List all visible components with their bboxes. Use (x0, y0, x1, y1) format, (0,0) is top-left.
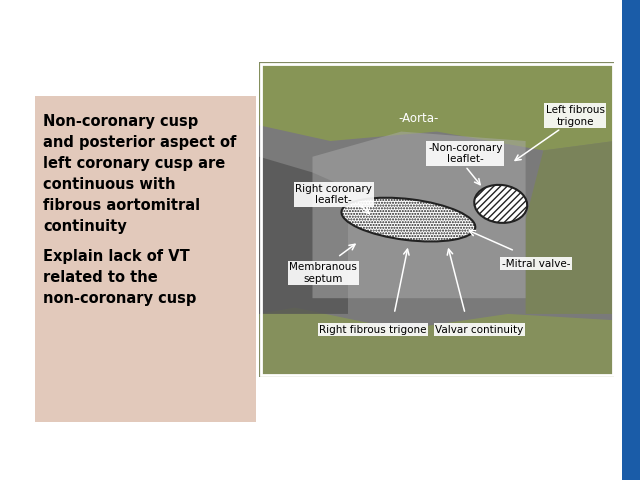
Text: -Non-coronary
leaflet-: -Non-coronary leaflet- (428, 143, 502, 164)
Polygon shape (259, 308, 614, 377)
Polygon shape (312, 132, 525, 298)
Text: Membranous
septum: Membranous septum (289, 262, 357, 284)
Text: Right coronary
leaflet-: Right coronary leaflet- (295, 184, 372, 205)
Bar (35, 96, 256, 422)
Bar (622, 0, 640, 480)
Text: Valvar continuity: Valvar continuity (435, 324, 524, 335)
Text: Right fibrous trigone: Right fibrous trigone (319, 324, 427, 335)
Ellipse shape (474, 185, 527, 223)
Polygon shape (259, 62, 614, 150)
Text: -Mitral valve-: -Mitral valve- (502, 259, 570, 269)
Polygon shape (525, 141, 614, 314)
Text: Explain lack of VT
related to the
non-coronary cusp: Explain lack of VT related to the non-co… (44, 250, 196, 306)
Text: Non-coronary cusp
and posterior aspect of
left coronary cusp are
continuous with: Non-coronary cusp and posterior aspect o… (44, 114, 237, 234)
Ellipse shape (342, 198, 476, 241)
Polygon shape (259, 156, 348, 314)
Text: Left fibrous
trigone: Left fibrous trigone (546, 105, 605, 127)
Text: -Aorta-: -Aorta- (399, 112, 439, 125)
Text: Aortic-mitral continuity: Aortic-mitral continuity (328, 63, 472, 76)
